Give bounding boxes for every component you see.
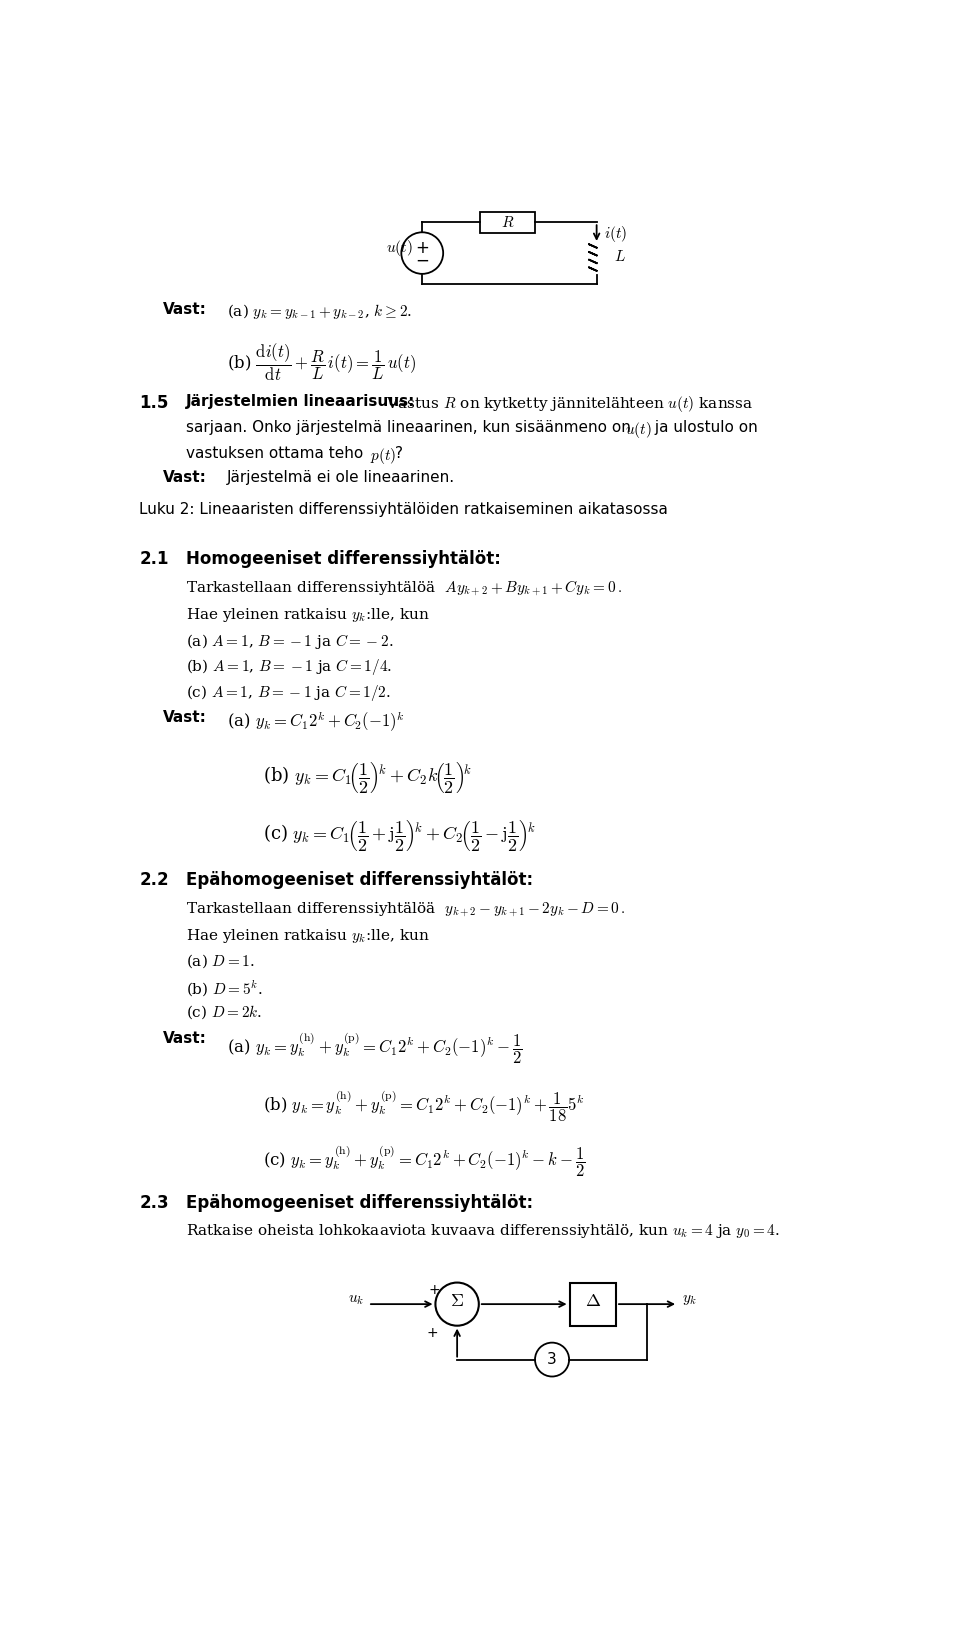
Text: (c) $y_k = y_k^{(\mathrm{h})} + y_k^{(\mathrm{p})} = C_1 2^k + C_2(-1)^k - k - \: (c) $y_k = y_k^{(\mathrm{h})} + y_k^{(\m… xyxy=(263,1145,586,1179)
Text: −: − xyxy=(416,252,429,270)
Text: Ratkaise oheista lohkokaaviota kuvaava differenssiyhtälö, kun $u_k = 4$ ja $y_0 : Ratkaise oheista lohkokaaviota kuvaava d… xyxy=(186,1222,780,1240)
Text: (b) $\dfrac{\mathrm{d}i(t)}{\mathrm{d}t} + \dfrac{R}{L}\,i(t) = \dfrac{1}{L}\,u(: (b) $\dfrac{\mathrm{d}i(t)}{\mathrm{d}t}… xyxy=(227,341,416,382)
Text: ?: ? xyxy=(396,446,403,461)
Text: Tarkastellaan differenssiyhtälöä  $Ay_{k+2} + By_{k+1} + Cy_k = 0\,.$: Tarkastellaan differenssiyhtälöä $Ay_{k+… xyxy=(186,578,622,598)
Text: $p(t)$: $p(t)$ xyxy=(370,446,396,466)
Text: $\Delta$: $\Delta$ xyxy=(585,1291,601,1309)
Text: Epähomogeeniset differenssiyhtälöt:: Epähomogeeniset differenssiyhtälöt: xyxy=(186,1194,533,1212)
Circle shape xyxy=(401,232,444,273)
Text: (c) $A = 1$, $B = -1$ ja $C = 1/2$.: (c) $A = 1$, $B = -1$ ja $C = 1/2$. xyxy=(186,684,391,703)
Text: (a) $D = 1$.: (a) $D = 1$. xyxy=(186,952,254,970)
Text: +: + xyxy=(416,239,429,257)
Text: $u_k$: $u_k$ xyxy=(348,1293,364,1308)
Text: (a) $y_k = y_k^{(\mathrm{h})} + y_k^{(\mathrm{p})} = C_1 2^k + C_2(-1)^k - \dfra: (a) $y_k = y_k^{(\mathrm{h})} + y_k^{(\m… xyxy=(227,1031,522,1066)
Text: Järjestelmien lineaarisuus:: Järjestelmien lineaarisuus: xyxy=(186,394,416,408)
Text: (b) $y_k = C_1\!\left(\dfrac{1}{2}\right)^{\!k} + C_2 k\!\left(\dfrac{1}{2}\righ: (b) $y_k = C_1\!\left(\dfrac{1}{2}\right… xyxy=(263,759,472,796)
Text: 2.1: 2.1 xyxy=(139,550,169,568)
Text: (a) $y_k = y_{k-1} + y_{k-2}$, $k \geq 2$.: (a) $y_k = y_{k-1} + y_{k-2}$, $k \geq 2… xyxy=(227,301,412,321)
Text: Hae yleinen ratkaisu $y_k$:lle, kun: Hae yleinen ratkaisu $y_k$:lle, kun xyxy=(186,606,429,624)
Text: Hae yleinen ratkaisu $y_k$:lle, kun: Hae yleinen ratkaisu $y_k$:lle, kun xyxy=(186,927,429,945)
Circle shape xyxy=(436,1283,479,1326)
Bar xyxy=(569,1283,616,1326)
Text: (a) $y_k = C_1 2^k + C_2(-1)^k$: (a) $y_k = C_1 2^k + C_2(-1)^k$ xyxy=(227,710,405,735)
Text: $\Sigma$: $\Sigma$ xyxy=(450,1291,464,1309)
Text: Luku 2: Lineaaristen differenssiyhtälöiden ratkaiseminen aikatasossa: Luku 2: Lineaaristen differenssiyhtälöid… xyxy=(139,502,668,517)
Text: (c) $D = 2k$.: (c) $D = 2k$. xyxy=(186,1003,262,1021)
Text: $y_k$: $y_k$ xyxy=(682,1293,697,1308)
Text: Vast:: Vast: xyxy=(162,471,206,486)
Text: (b) $y_k = y_k^{(\mathrm{h})} + y_k^{(\mathrm{p})} = C_1 2^k + C_2(-1)^k + \dfra: (b) $y_k = y_k^{(\mathrm{h})} + y_k^{(\m… xyxy=(263,1089,586,1123)
Text: Tarkastellaan differenssiyhtälöä  $y_{k+2} - y_{k+1} - 2y_k - D = 0\,.$: Tarkastellaan differenssiyhtälöä $y_{k+2… xyxy=(186,899,625,919)
Text: ja ulostulo on: ja ulostulo on xyxy=(650,420,757,435)
Text: 1.5: 1.5 xyxy=(139,394,169,412)
Text: Vastus $R$ on kytketty jännitelähteen $u(t)$ kanssa: Vastus $R$ on kytketty jännitelähteen $u… xyxy=(382,394,753,413)
Circle shape xyxy=(535,1342,569,1377)
Text: (b) $A = 1$, $B = -1$ ja $C = 1/4$.: (b) $A = 1$, $B = -1$ ja $C = 1/4$. xyxy=(186,657,392,677)
Text: Järjestelmä ei ole lineaarinen.: Järjestelmä ei ole lineaarinen. xyxy=(227,471,455,486)
Bar xyxy=(480,211,535,234)
Text: sarjaan. Onko järjestelmä lineaarinen, kun sisäänmeno on: sarjaan. Onko järjestelmä lineaarinen, k… xyxy=(186,420,631,435)
Text: Epähomogeeniset differenssiyhtälöt:: Epähomogeeniset differenssiyhtälöt: xyxy=(186,871,533,889)
Text: $u(t)$: $u(t)$ xyxy=(625,420,652,440)
Text: (a) $A = 1$, $B = -1$ ja $C = -2$.: (a) $A = 1$, $B = -1$ ja $C = -2$. xyxy=(186,632,394,651)
Text: (b) $D = 5^k$.: (b) $D = 5^k$. xyxy=(186,978,262,998)
Text: $L$: $L$ xyxy=(613,249,626,265)
Text: Vast:: Vast: xyxy=(162,301,206,316)
Text: (c) $y_k = C_1\!\left(\dfrac{1}{2} + \mathrm{j}\dfrac{1}{2}\right)^{\!k} + C_2\!: (c) $y_k = C_1\!\left(\dfrac{1}{2} + \ma… xyxy=(263,817,537,853)
Text: vastuksen ottama teho: vastuksen ottama teho xyxy=(186,446,363,461)
Text: +: + xyxy=(428,1283,440,1296)
Text: $i(t)$: $i(t)$ xyxy=(605,224,628,244)
Text: Vast:: Vast: xyxy=(162,1031,206,1046)
Text: Vast:: Vast: xyxy=(162,710,206,725)
Text: $R$: $R$ xyxy=(501,214,515,231)
Text: 3: 3 xyxy=(547,1352,557,1367)
Text: 2.2: 2.2 xyxy=(139,871,169,889)
Text: $u(t)$: $u(t)$ xyxy=(386,237,413,257)
Text: 2.3: 2.3 xyxy=(139,1194,169,1212)
Text: +: + xyxy=(426,1326,438,1339)
Text: Homogeeniset differenssiyhtälöt:: Homogeeniset differenssiyhtälöt: xyxy=(186,550,501,568)
